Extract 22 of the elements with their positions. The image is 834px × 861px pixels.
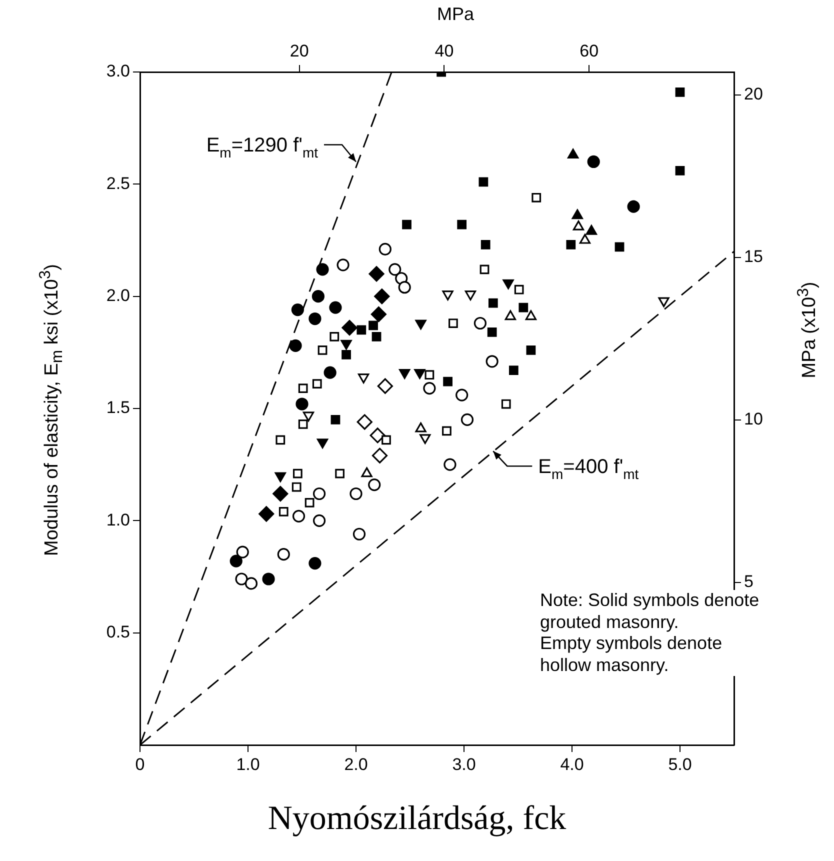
x2-tick-label: 20: [290, 41, 309, 60]
y-tick-label: 1.0: [106, 510, 130, 530]
x2-tick-label: 60: [580, 41, 599, 60]
x-tick-label: 1.0: [236, 754, 260, 774]
y-tick-label: 1.5: [106, 398, 130, 418]
annotation: Note: Solid symbols denote grouted masonry. Empty symbols denote hollow masonry.: [540, 590, 760, 676]
x-axis-title: Nyomószilárdság, fck: [266, 800, 568, 838]
y-tick-label: 0.5: [106, 622, 130, 642]
x-tick-label: 2.0: [344, 754, 368, 774]
x-tick-label: 0: [135, 754, 145, 774]
x2-axis-title: MPa: [437, 4, 474, 25]
y2-tick-label: 10: [744, 410, 763, 429]
y2-tick-label: 20: [744, 84, 763, 104]
y-tick-label: 2.0: [106, 286, 130, 306]
x-tick-label: 4.0: [560, 754, 584, 774]
y2-tick-label: 15: [744, 247, 763, 266]
x-tick-label: 5.0: [668, 754, 692, 774]
y-tick-label: 2.5: [106, 174, 130, 193]
y2-tick-label: 5: [744, 572, 754, 592]
x-tick-label: 3.0: [452, 754, 476, 774]
x2-tick-label: 40: [434, 41, 454, 60]
y-tick-label: 3.0: [106, 62, 130, 81]
